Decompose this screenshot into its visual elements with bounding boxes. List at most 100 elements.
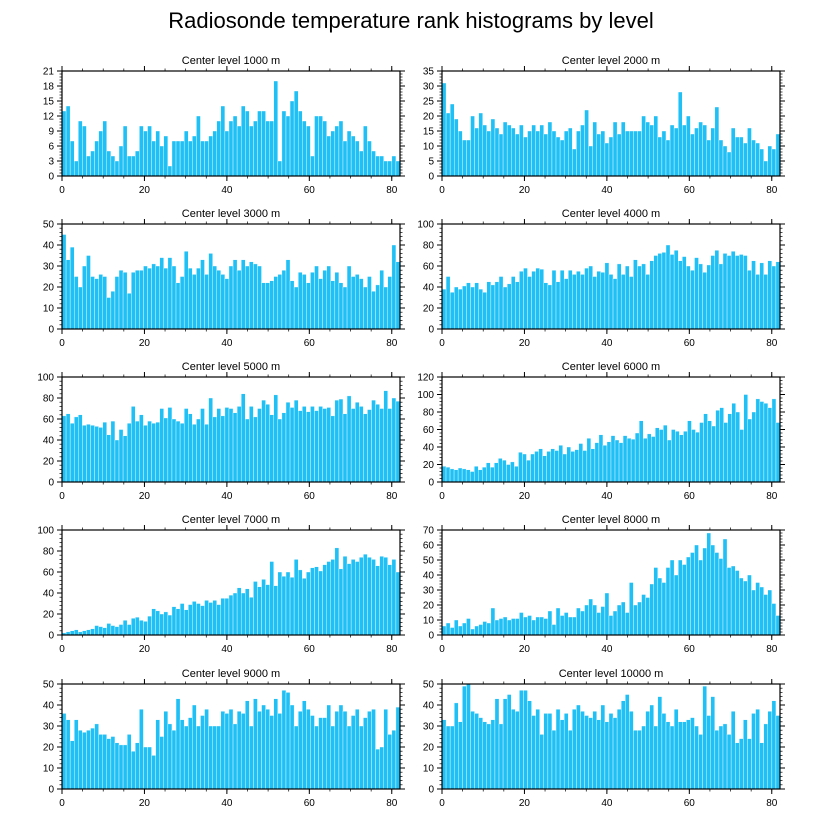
histogram-bar bbox=[559, 719, 565, 790]
histogram-bar bbox=[494, 619, 500, 636]
histogram-bar bbox=[302, 700, 307, 790]
y-tick-label: 18 bbox=[43, 82, 55, 93]
histogram-bar bbox=[612, 717, 618, 790]
histogram-bar bbox=[289, 280, 295, 330]
histogram-bar bbox=[703, 413, 708, 483]
histogram-bar bbox=[653, 725, 659, 790]
y-tick-label: 0 bbox=[48, 325, 54, 336]
histogram-bar bbox=[649, 124, 654, 177]
histogram-bar bbox=[690, 133, 695, 177]
histogram-bar bbox=[196, 267, 201, 330]
histogram-bar bbox=[698, 263, 703, 330]
histogram-bar bbox=[318, 115, 323, 177]
histogram-bar bbox=[106, 150, 112, 177]
histogram-bar bbox=[151, 423, 156, 483]
histogram-bar bbox=[289, 704, 295, 790]
histogram-bar bbox=[462, 139, 467, 177]
histogram-bar bbox=[82, 630, 87, 636]
histogram-bar bbox=[498, 133, 504, 177]
histogram-bar bbox=[208, 602, 213, 636]
y-tick-label: 30 bbox=[423, 82, 435, 93]
y-tick-label: 25 bbox=[423, 97, 435, 108]
histogram-bar bbox=[775, 615, 781, 636]
histogram-bar bbox=[558, 445, 563, 483]
histogram-bar bbox=[204, 600, 209, 636]
y-tick-label: 30 bbox=[423, 722, 435, 733]
histogram-bar bbox=[236, 270, 242, 330]
histogram-bar bbox=[543, 282, 549, 330]
y-tick-label: 9 bbox=[48, 127, 54, 138]
histogram-bar bbox=[367, 409, 372, 483]
histogram-bar bbox=[482, 466, 487, 483]
histogram-bar bbox=[694, 257, 699, 330]
histogram-bar bbox=[649, 583, 654, 636]
histogram-bar bbox=[620, 700, 626, 790]
histogram-bar bbox=[592, 121, 597, 177]
histogram-bar bbox=[441, 719, 447, 790]
histogram-bar bbox=[714, 730, 720, 790]
histogram-bar bbox=[539, 734, 544, 790]
histogram-bar bbox=[167, 257, 173, 330]
histogram-bar bbox=[355, 709, 360, 790]
x-tick-label: 0 bbox=[439, 798, 445, 809]
histogram-bar bbox=[318, 717, 323, 790]
histogram-bar bbox=[522, 453, 527, 483]
histogram-bar bbox=[620, 121, 626, 177]
histogram-bar bbox=[466, 618, 471, 636]
histogram-bar bbox=[555, 607, 561, 636]
histogram-bar bbox=[200, 140, 205, 177]
histogram-bar bbox=[535, 267, 540, 330]
histogram-bar bbox=[706, 264, 711, 330]
histogram-bar bbox=[651, 436, 656, 483]
histogram-bar bbox=[212, 416, 217, 483]
histogram-bar bbox=[506, 124, 512, 177]
histogram-bar bbox=[568, 730, 573, 790]
histogram-bar bbox=[102, 627, 107, 636]
histogram-bar bbox=[151, 263, 156, 330]
histogram-bar bbox=[135, 420, 140, 483]
histogram-bar bbox=[559, 139, 565, 177]
histogram-bar bbox=[759, 401, 765, 483]
histogram-bar bbox=[245, 700, 250, 790]
histogram-bar bbox=[175, 698, 181, 790]
x-tick-label: 0 bbox=[439, 644, 445, 655]
histogram-bar bbox=[671, 429, 676, 483]
histogram-bar bbox=[387, 408, 393, 483]
y-tick-label: 0 bbox=[428, 785, 434, 796]
histogram-bar bbox=[657, 696, 663, 790]
histogram-bar bbox=[208, 397, 213, 483]
y-tick-label: 10 bbox=[43, 304, 55, 315]
plot-frame bbox=[441, 70, 781, 177]
histogram-bar bbox=[445, 725, 451, 790]
histogram-bar bbox=[330, 280, 336, 330]
histogram-bar bbox=[600, 130, 606, 177]
histogram-bar bbox=[502, 616, 508, 636]
y-tick-label: 40 bbox=[423, 283, 435, 294]
histogram-bar bbox=[775, 133, 781, 177]
histogram-bar bbox=[490, 466, 495, 483]
histogram-bar bbox=[183, 725, 189, 790]
histogram-bar bbox=[715, 410, 720, 483]
histogram-bar bbox=[196, 115, 201, 177]
histogram-bar bbox=[547, 713, 553, 790]
y-tick-label: 20 bbox=[43, 610, 55, 621]
histogram-bar bbox=[74, 160, 79, 177]
x-tick-label: 20 bbox=[139, 185, 151, 196]
histogram-bar bbox=[616, 604, 622, 636]
histogram-bar bbox=[289, 100, 295, 177]
histogram-bar bbox=[375, 155, 380, 177]
histogram-bar bbox=[677, 91, 683, 177]
histogram-bar bbox=[486, 723, 492, 790]
histogram-bar bbox=[212, 725, 217, 790]
histogram-bar bbox=[338, 398, 344, 483]
histogram-bar bbox=[731, 403, 736, 483]
histogram-bar bbox=[118, 145, 124, 177]
histogram-bar bbox=[375, 284, 380, 330]
histogram-bar bbox=[543, 618, 549, 636]
histogram-bar bbox=[171, 606, 177, 636]
histogram-bar bbox=[306, 411, 311, 483]
y-tick-label: 20 bbox=[43, 743, 55, 754]
x-tick-label: 80 bbox=[386, 185, 398, 196]
histogram-bar bbox=[572, 274, 577, 330]
histogram-bar bbox=[739, 136, 744, 177]
